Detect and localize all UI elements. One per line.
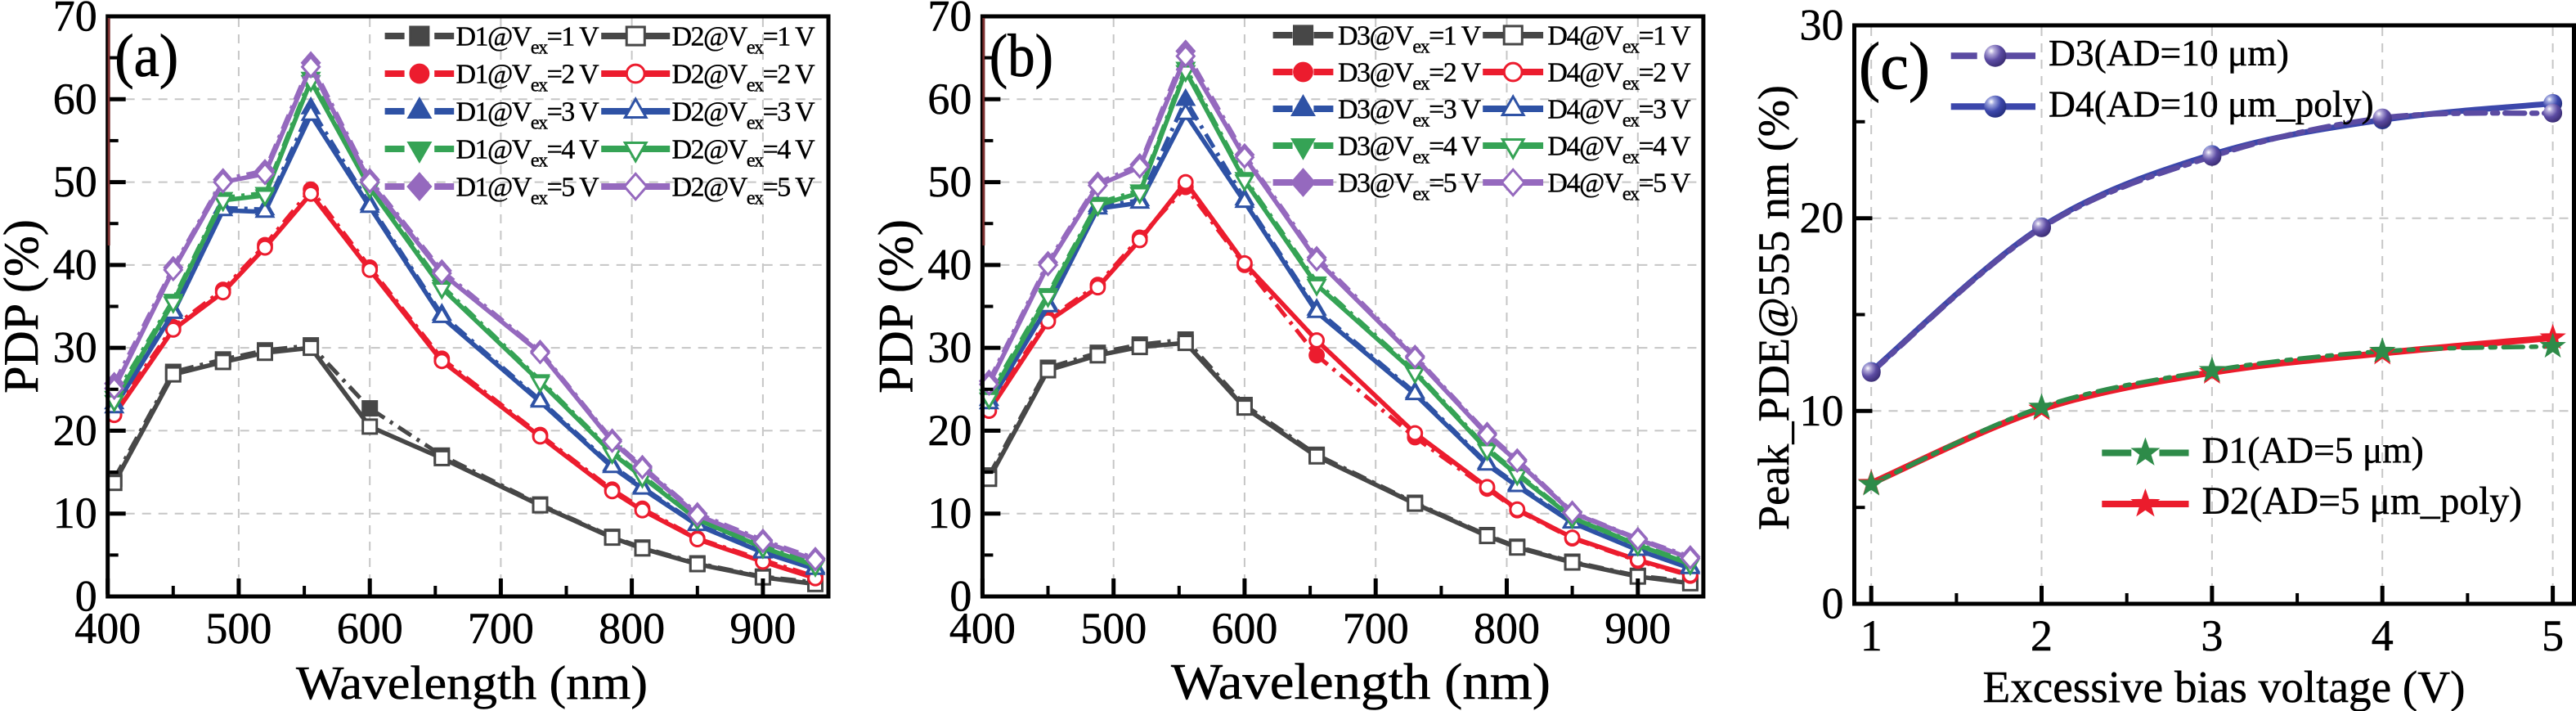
svg-text:700: 700 xyxy=(468,604,534,653)
svg-text:D4(AD=10 μm_poly): D4(AD=10 μm_poly) xyxy=(2049,83,2374,124)
svg-text:(c): (c) xyxy=(1859,29,1930,103)
svg-text:70: 70 xyxy=(53,0,97,41)
svg-text:D3(AD=10 μm): D3(AD=10 μm) xyxy=(2049,32,2289,74)
svg-text:(a): (a) xyxy=(114,23,178,90)
svg-text:30: 30 xyxy=(927,323,972,372)
svg-text:2: 2 xyxy=(2031,611,2053,660)
svg-text:Wavelength (nm): Wavelength (nm) xyxy=(296,656,648,709)
svg-text:60: 60 xyxy=(927,74,972,124)
svg-text:30: 30 xyxy=(1800,1,1844,50)
svg-text:20: 20 xyxy=(53,406,97,455)
svg-text:600: 600 xyxy=(337,604,403,653)
svg-text:Wavelength (nm): Wavelength (nm) xyxy=(1171,655,1551,710)
svg-text:20: 20 xyxy=(1800,193,1844,242)
svg-text:4: 4 xyxy=(2372,611,2394,660)
svg-text:400: 400 xyxy=(949,604,1016,653)
svg-text:0: 0 xyxy=(1822,579,1844,628)
svg-text:Peak_PDE@555 nm (%): Peak_PDE@555 nm (%) xyxy=(1749,85,1798,530)
svg-text:10: 10 xyxy=(1800,386,1844,435)
svg-text:3: 3 xyxy=(2201,611,2223,660)
svg-text:Excessive bias voltage (V): Excessive bias voltage (V) xyxy=(1983,663,2466,711)
svg-text:50: 50 xyxy=(927,157,972,206)
svg-text:900: 900 xyxy=(729,604,796,653)
svg-text:50: 50 xyxy=(53,157,97,206)
svg-text:30: 30 xyxy=(53,323,97,372)
svg-text:500: 500 xyxy=(1080,604,1147,653)
svg-text:D1(AD=5 μm): D1(AD=5 μm) xyxy=(2202,430,2424,471)
svg-text:700: 700 xyxy=(1343,604,1409,653)
svg-text:800: 800 xyxy=(599,604,665,653)
svg-text:PDP (%): PDP (%) xyxy=(0,219,48,394)
svg-text:40: 40 xyxy=(53,240,97,289)
svg-text:0: 0 xyxy=(949,572,972,621)
svg-text:40: 40 xyxy=(927,240,972,289)
svg-text:60: 60 xyxy=(53,74,97,124)
svg-text:70: 70 xyxy=(927,0,972,41)
svg-text:500: 500 xyxy=(205,604,272,653)
svg-text:5: 5 xyxy=(2542,611,2564,660)
svg-text:0: 0 xyxy=(75,572,97,621)
svg-text:400: 400 xyxy=(74,604,141,653)
svg-text:900: 900 xyxy=(1604,604,1671,653)
svg-text:600: 600 xyxy=(1211,604,1277,653)
svg-text:PDP (%): PDP (%) xyxy=(869,219,923,394)
svg-text:D2(AD=5 μm_poly): D2(AD=5 μm_poly) xyxy=(2202,480,2522,523)
svg-text:800: 800 xyxy=(1474,604,1540,653)
svg-text:10: 10 xyxy=(53,488,97,538)
svg-text:10: 10 xyxy=(927,488,972,538)
svg-text:1: 1 xyxy=(1860,611,1883,660)
svg-text:(b): (b) xyxy=(990,23,1053,90)
svg-text:20: 20 xyxy=(927,406,972,455)
